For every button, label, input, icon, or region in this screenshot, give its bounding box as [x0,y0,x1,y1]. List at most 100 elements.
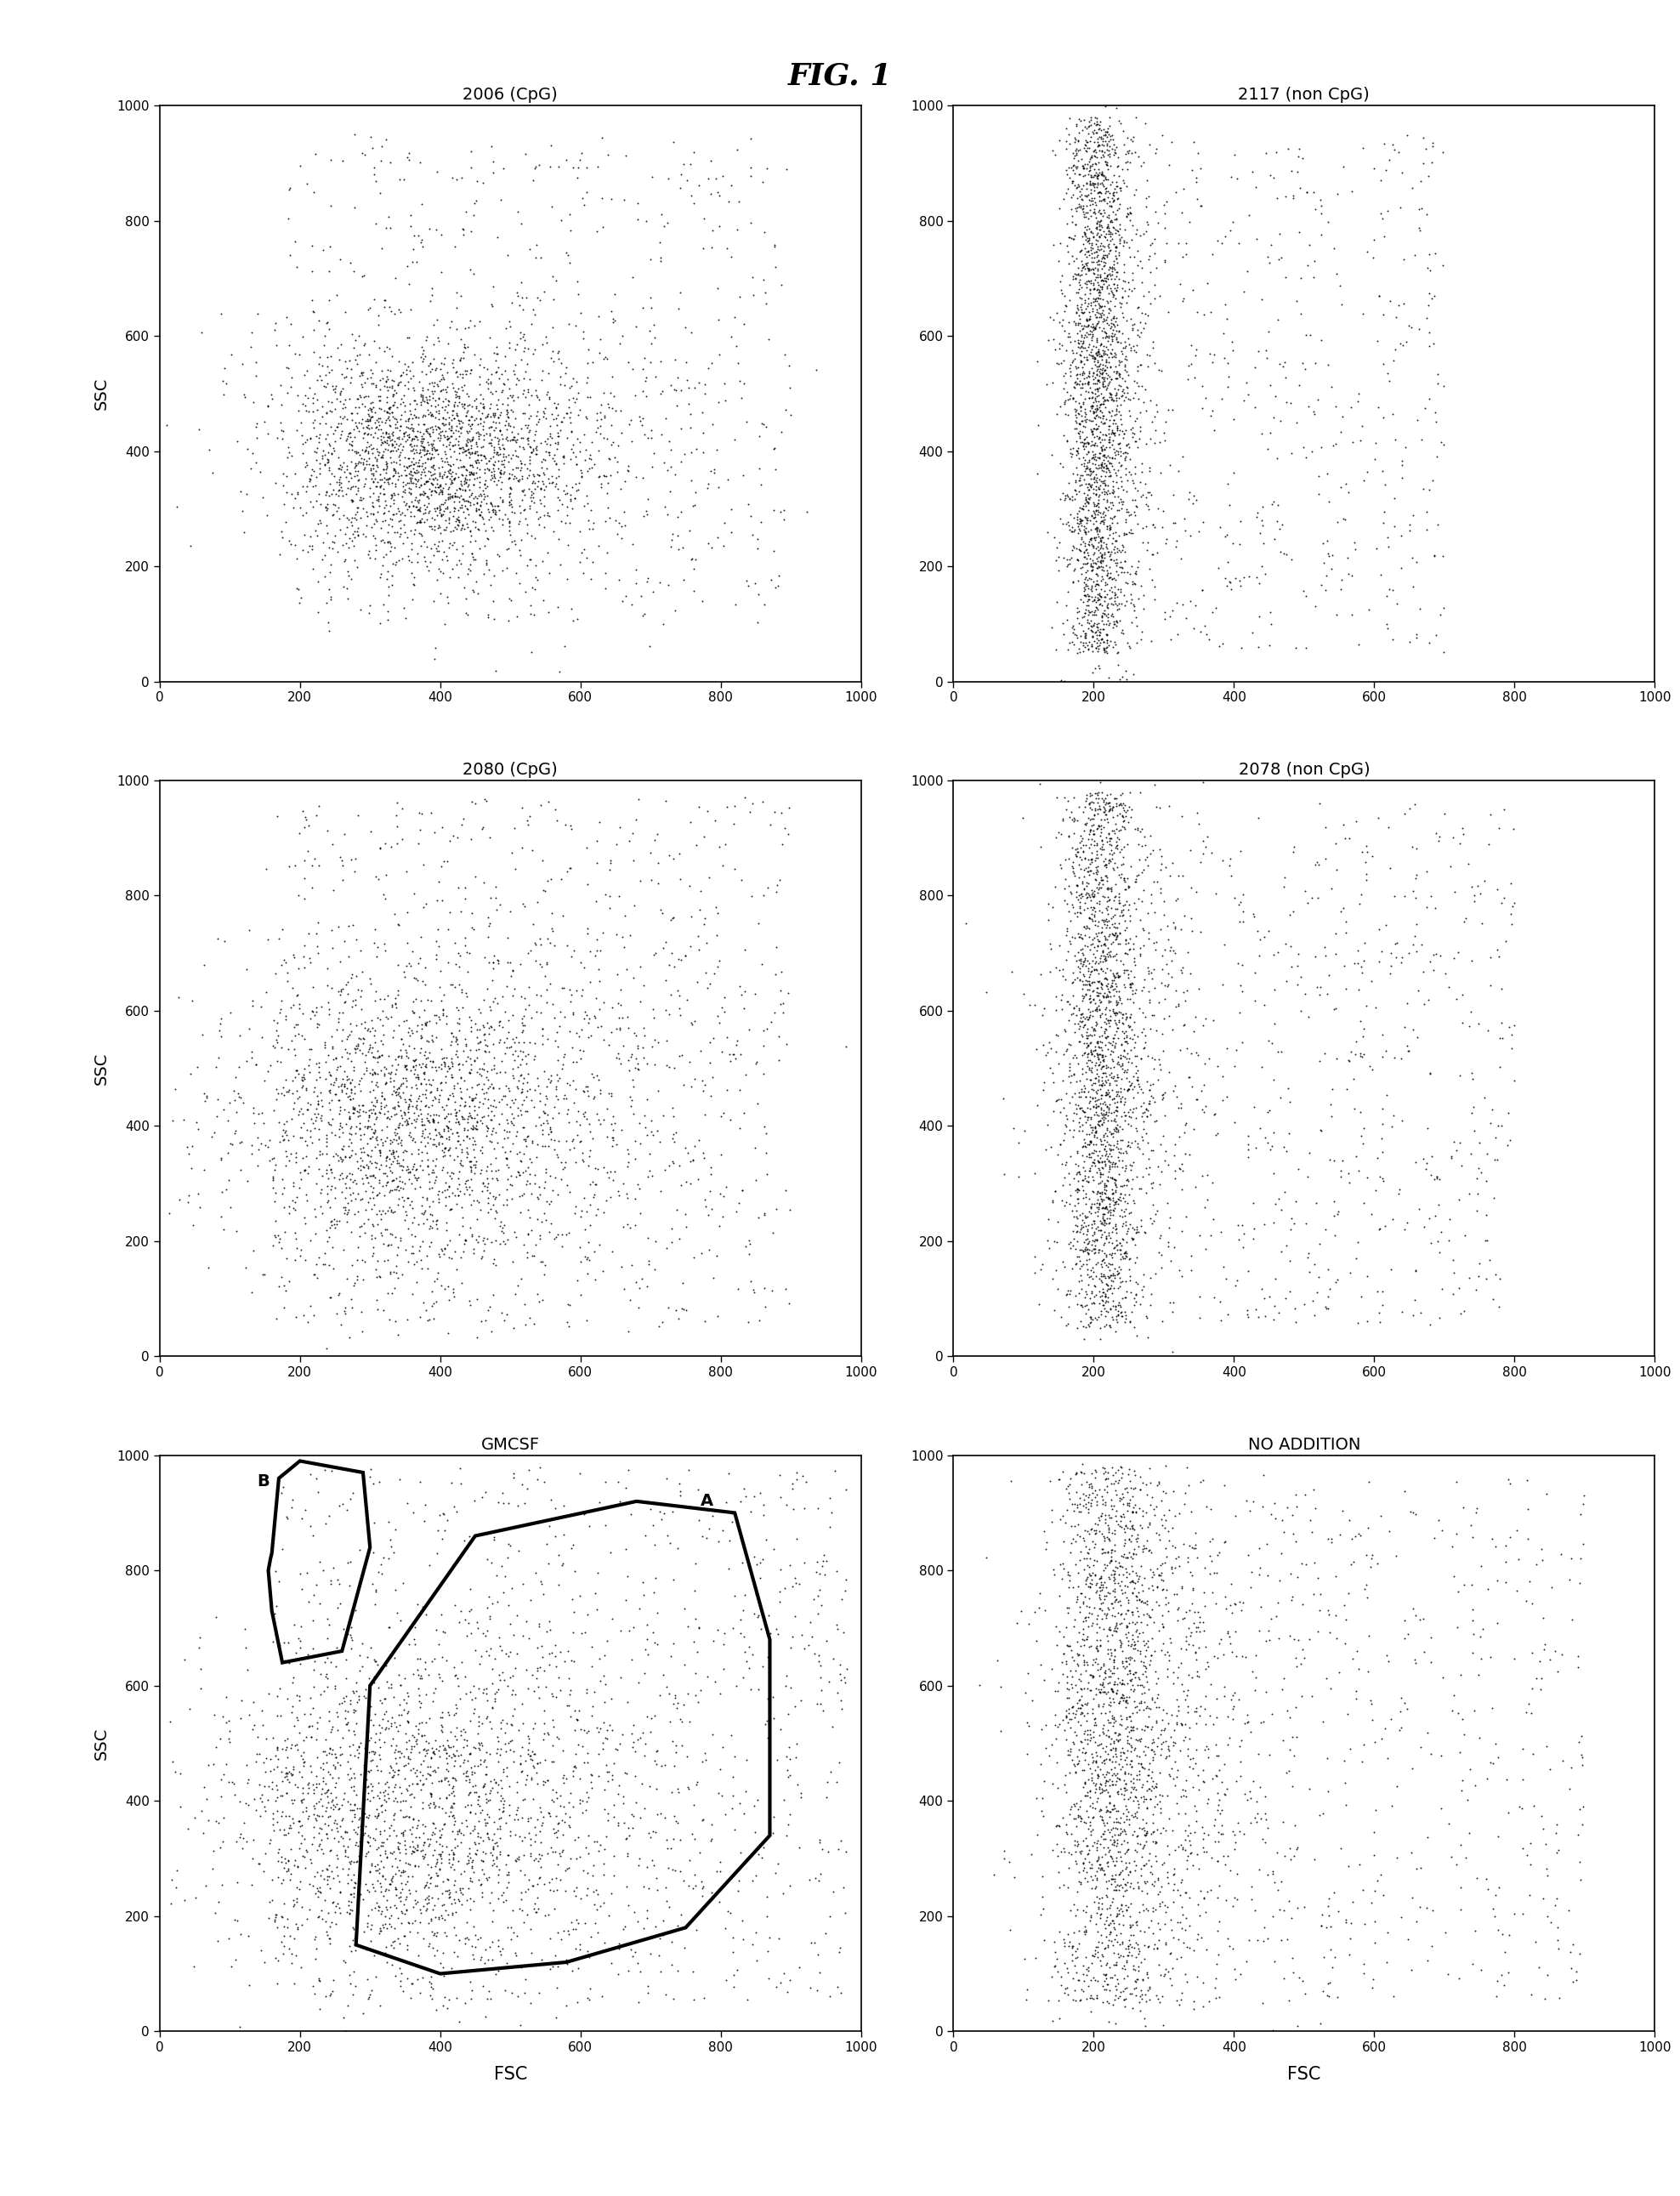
Point [1319,872,1346,907]
Point [1107,995,1134,1030]
Point [1063,1625,1090,1660]
Point [1095,468,1122,503]
Point [383,496,410,531]
Point [507,2007,534,2042]
Point [449,160,475,195]
Point [593,1667,620,1702]
Point [432,1138,459,1173]
Point [1100,1175,1127,1210]
Point [1087,338,1114,373]
Point [1099,505,1126,540]
Point [1220,525,1247,560]
Point [1092,1735,1119,1770]
Point [1139,1572,1166,1607]
Point [1116,1845,1142,1880]
Point [249,1019,276,1054]
Point [412,446,438,481]
Point [422,641,449,676]
Point [496,514,522,549]
Point [427,1120,454,1155]
Point [564,149,591,184]
Point [1102,786,1129,821]
Point [1077,828,1104,863]
Point [1099,318,1126,354]
Point [1119,1221,1146,1256]
Point [360,1087,386,1122]
Point [279,1063,306,1098]
Point [1095,112,1122,147]
Point [1057,1065,1084,1100]
Point [736,1629,763,1665]
Point [371,406,398,441]
Point [402,1067,428,1102]
Point [1080,564,1107,600]
Point [386,1733,413,1768]
Point [245,296,272,332]
Point [287,1629,314,1665]
Point [1094,345,1121,380]
Point [1074,1252,1100,1287]
Point [1102,1676,1129,1711]
Point [1127,479,1154,514]
Point [270,1069,297,1105]
Point [1114,474,1141,509]
Point [1121,415,1147,450]
Point [1094,905,1121,940]
Point [1110,1184,1137,1219]
Point [738,121,764,156]
Point [1067,468,1094,503]
Point [1183,589,1210,624]
Point [1089,613,1116,648]
Point [1117,898,1144,933]
Point [371,466,398,501]
Point [400,1096,427,1131]
Point [1050,1089,1077,1124]
Point [222,1058,249,1094]
Point [467,1133,494,1168]
Point [328,975,354,1010]
Point [724,1873,751,1908]
Point [467,378,494,413]
Point [1183,1922,1210,1957]
Point [371,393,398,428]
Point [1072,1939,1099,1974]
Point [433,1111,460,1146]
Point [1094,1192,1121,1228]
Point [1097,509,1124,545]
Point [1129,250,1156,285]
Point [768,795,795,830]
Point [287,1783,314,1818]
Point [1317,1098,1344,1133]
Point [257,1823,284,1858]
Point [1109,485,1136,520]
Point [408,455,435,490]
Point [1070,525,1097,560]
Point [1107,1184,1134,1219]
Point [664,1192,690,1228]
Point [1487,1021,1514,1056]
Point [334,1851,361,1886]
Point [1112,1682,1139,1717]
Point [274,1816,301,1851]
Point [407,1168,433,1203]
Point [368,1752,395,1788]
Point [307,1781,334,1816]
Point [1095,1755,1122,1790]
Point [1084,237,1110,272]
Point [1063,1287,1090,1322]
Point [1025,1816,1052,1851]
Point [1205,1825,1231,1860]
Point [1110,545,1137,580]
Point [396,354,423,389]
Point [442,373,469,408]
Point [1090,167,1117,202]
Point [418,397,445,433]
Point [1095,376,1122,411]
Point [622,1050,648,1085]
Point [630,968,657,1004]
Point [1097,1258,1124,1293]
Point [1090,933,1117,968]
Point [276,1032,302,1067]
Point [1097,1654,1124,1689]
Point [286,1871,312,1906]
